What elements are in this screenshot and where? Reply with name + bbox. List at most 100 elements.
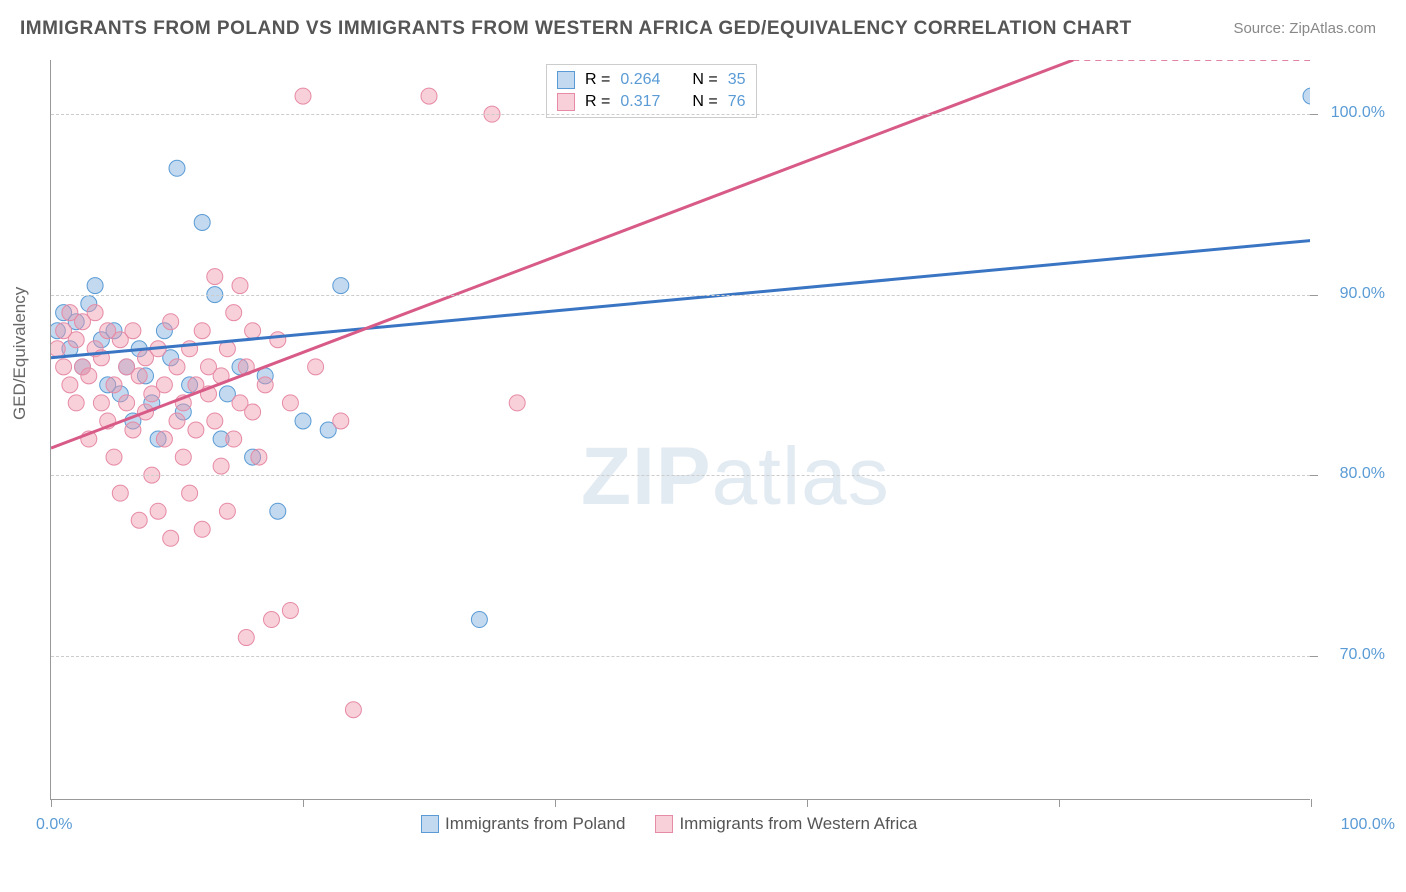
gridline-h — [51, 656, 1310, 657]
y-tick-label: 80.0% — [1340, 465, 1385, 483]
trend-line — [51, 240, 1310, 357]
x-tick-mark — [1059, 799, 1060, 807]
data-point — [169, 160, 185, 176]
data-point — [150, 503, 166, 519]
data-point — [194, 323, 210, 339]
data-point — [156, 431, 172, 447]
y-axis-label: GED/Equivalency — [10, 287, 30, 420]
data-point — [1303, 88, 1310, 104]
data-point — [264, 612, 280, 628]
watermark-zip: ZIP — [581, 431, 712, 522]
legend-stat-row: R = 0.317 N = 76 — [557, 91, 746, 113]
data-point — [471, 612, 487, 628]
data-point — [182, 485, 198, 501]
y-tick-mark — [1310, 295, 1318, 296]
data-point — [270, 503, 286, 519]
legend-series: Immigrants from Poland Immigrants from We… — [421, 814, 917, 834]
legend-stats-box: R = 0.264 N = 35 R = 0.317 N = 76 — [546, 64, 757, 118]
x-tick-max: 100.0% — [1341, 816, 1395, 834]
legend-label: Immigrants from Poland — [445, 814, 625, 834]
data-point — [106, 377, 122, 393]
data-point — [257, 377, 273, 393]
data-point — [251, 449, 267, 465]
data-point — [308, 359, 324, 375]
data-point — [81, 368, 97, 384]
trend-line — [51, 60, 1073, 448]
data-point — [163, 530, 179, 546]
data-point — [194, 521, 210, 537]
data-point — [169, 413, 185, 429]
data-point — [232, 278, 248, 294]
y-tick-mark — [1310, 114, 1318, 115]
legend-swatch — [557, 93, 575, 111]
data-point — [282, 395, 298, 411]
r-label: R = — [585, 71, 610, 89]
data-point — [213, 458, 229, 474]
data-point — [125, 323, 141, 339]
data-point — [68, 332, 84, 348]
data-point — [226, 305, 242, 321]
data-point — [282, 602, 298, 618]
data-point — [93, 395, 109, 411]
watermark-atlas: atlas — [712, 431, 890, 522]
x-tick-mark — [555, 799, 556, 807]
data-point — [226, 431, 242, 447]
data-point — [295, 88, 311, 104]
legend-item: Immigrants from Poland — [421, 814, 625, 834]
r-label: R = — [585, 93, 610, 111]
chart-plot-area: ZIPatlas R = 0.264 N = 35 R = 0.317 N = … — [50, 60, 1310, 800]
data-point — [333, 278, 349, 294]
legend-item: Immigrants from Western Africa — [655, 814, 917, 834]
data-point — [238, 630, 254, 646]
data-point — [87, 305, 103, 321]
x-tick-mark — [51, 799, 52, 807]
x-tick-min: 0.0% — [36, 816, 72, 834]
gridline-h — [51, 475, 1310, 476]
data-point — [163, 314, 179, 330]
r-value: 0.317 — [620, 93, 660, 111]
source-label: Source: ZipAtlas.com — [1233, 20, 1376, 37]
data-point — [509, 395, 525, 411]
y-tick-label: 70.0% — [1340, 646, 1385, 664]
legend-swatch — [655, 815, 673, 833]
legend-swatch — [557, 71, 575, 89]
data-point — [245, 323, 261, 339]
x-tick-mark — [303, 799, 304, 807]
legend-label: Immigrants from Western Africa — [679, 814, 917, 834]
gridline-h — [51, 295, 1310, 296]
data-point — [131, 512, 147, 528]
data-point — [125, 422, 141, 438]
r-value: 0.264 — [620, 71, 660, 89]
data-point — [421, 88, 437, 104]
watermark: ZIPatlas — [581, 430, 890, 524]
data-point — [345, 702, 361, 718]
data-point — [106, 449, 122, 465]
chart-title: IMMIGRANTS FROM POLAND VS IMMIGRANTS FRO… — [20, 18, 1132, 40]
data-point — [333, 413, 349, 429]
y-tick-mark — [1310, 656, 1318, 657]
data-point — [56, 359, 72, 375]
data-point — [62, 377, 78, 393]
x-tick-mark — [807, 799, 808, 807]
data-point — [207, 269, 223, 285]
y-tick-label: 90.0% — [1340, 285, 1385, 303]
data-point — [51, 341, 65, 357]
y-tick-label: 100.0% — [1331, 104, 1385, 122]
n-label: N = — [692, 93, 717, 111]
y-tick-mark — [1310, 475, 1318, 476]
n-value: 35 — [728, 71, 746, 89]
legend-stat-row: R = 0.264 N = 35 — [557, 69, 746, 91]
data-point — [188, 422, 204, 438]
data-point — [194, 214, 210, 230]
data-point — [207, 413, 223, 429]
data-point — [169, 359, 185, 375]
data-point — [219, 503, 235, 519]
data-point — [119, 395, 135, 411]
data-point — [112, 485, 128, 501]
n-label: N = — [692, 71, 717, 89]
data-point — [87, 278, 103, 294]
n-value: 76 — [728, 93, 746, 111]
data-point — [245, 404, 261, 420]
data-point — [131, 368, 147, 384]
data-point — [295, 413, 311, 429]
